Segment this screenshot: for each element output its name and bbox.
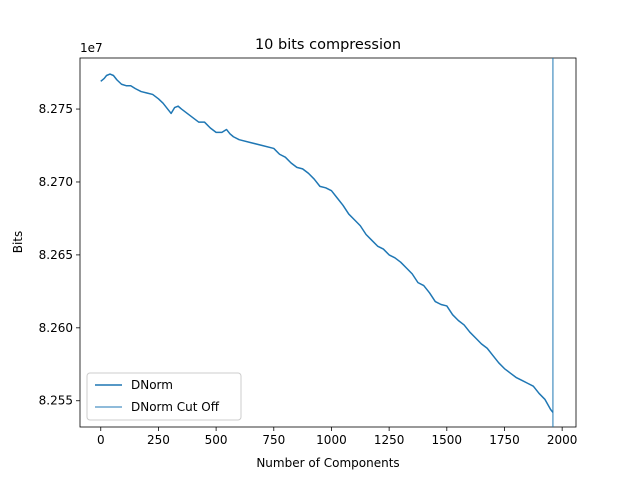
x-tick-label: 500 (205, 433, 228, 447)
x-tick-label: 1750 (489, 433, 520, 447)
x-tick-label: 750 (262, 433, 285, 447)
x-tick-label: 0 (97, 433, 105, 447)
x-tick-label: 1250 (374, 433, 405, 447)
y-offset-label: 1e7 (80, 41, 103, 55)
y-axis: 8.255 8.260 8.265 8.270 8.275 (39, 102, 80, 408)
chart-title: 10 bits compression (255, 37, 401, 53)
series-layer (100, 58, 554, 427)
legend-box (86, 372, 242, 421)
x-tick-label: 1000 (316, 433, 347, 447)
dnorm-line (100, 73, 554, 413)
y-tick-label: 8.265 (39, 248, 73, 262)
plot-frame (79, 57, 577, 428)
x-axis: 0 250 500 750 1000 1250 1500 1750 2000 (97, 427, 577, 447)
legend-label-cutoff: DNorm Cut Off (131, 400, 220, 414)
plot-area: 0 250 500 750 1000 1250 1500 1750 2000 8.255 8.26… (39, 57, 577, 447)
legend: DNorm DNorm Cut Off (86, 372, 242, 421)
y-axis-label: Bits (11, 231, 25, 254)
legend-label-dnorm: DNorm (131, 378, 173, 392)
y-tick-label: 8.260 (39, 321, 73, 335)
y-tick-label: 8.255 (39, 394, 73, 408)
x-tick-label: 2000 (547, 433, 578, 447)
y-tick-label: 8.270 (39, 175, 73, 189)
x-tick-label: 250 (147, 433, 170, 447)
y-tick-label: 8.275 (39, 102, 73, 116)
x-tick-label: 1500 (432, 433, 463, 447)
x-axis-label: Number of Components (256, 456, 399, 470)
